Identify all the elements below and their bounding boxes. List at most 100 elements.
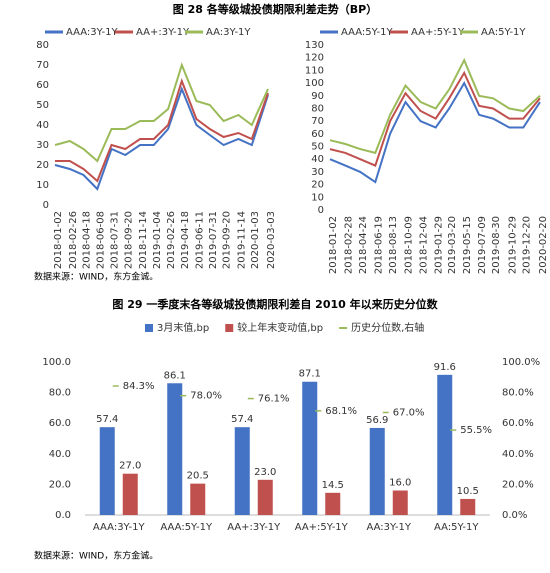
y2-tick-label: 80.0% (502, 388, 534, 399)
y-tick-label: 90 (311, 91, 324, 102)
bar (190, 483, 206, 515)
x-tick-label: 2019-11-14 (236, 211, 247, 269)
bar (99, 427, 115, 515)
y-tick-label: 70 (311, 116, 324, 127)
x-tick-label: AA:5Y-1Y (434, 522, 479, 533)
bar (369, 427, 385, 515)
x-tick-label: 2019-05-15 (462, 216, 473, 274)
series-line (329, 57, 541, 155)
x-tick-label: 2019-04-18 (180, 211, 191, 269)
y-tick-label: 0 (318, 205, 324, 216)
y-tick-label: 60 (36, 80, 49, 91)
data-label: 76.1% (258, 394, 290, 405)
data-label: 57.4 (231, 414, 253, 425)
data-label: 84.3% (123, 381, 155, 392)
bar (302, 381, 318, 515)
y-tick-label: 40 (36, 120, 49, 131)
x-tick-label: 2018-01-02 (53, 211, 64, 269)
legend-label: 历史分位数,右轴 (351, 321, 424, 334)
y-tick-label: 60 (311, 129, 324, 140)
data-label: 67.0% (393, 407, 425, 418)
legend-swatch (225, 324, 234, 332)
x-tick-label: 2018-06-08 (95, 211, 106, 269)
y-tick-label: 10 (36, 180, 49, 191)
data-label: 14.5 (322, 480, 344, 491)
legend-swatch (145, 324, 153, 332)
data-label: 16.0 (389, 478, 411, 489)
x-tick-label: 2018-12-04 (419, 216, 430, 274)
bar (437, 374, 453, 515)
legend-label: AA:5Y-1Y (481, 27, 526, 38)
data-label: 57.4 (96, 414, 118, 425)
source-note: 数据来源：WIND，东方金诚。 (34, 550, 158, 562)
data-label: 56.9 (366, 415, 388, 426)
data-label: 55.5% (460, 425, 492, 436)
series-line (329, 70, 541, 167)
y-tick-label: 30 (311, 167, 324, 178)
y-tick-label: 50 (36, 100, 49, 111)
x-tick-label: AA:3Y-1Y (366, 522, 411, 533)
y2-tick-label: 20.0% (502, 479, 534, 490)
x-tick-label: 2019-10-29 (507, 216, 518, 274)
y-tick-label: 100 (305, 78, 324, 89)
x-tick-label: 2019-02-26 (166, 211, 177, 269)
x-tick-label: 2019-07-31 (208, 211, 219, 269)
x-tick-label: 2018-02-26 (68, 211, 79, 269)
y2-tick-label: 0.0% (502, 510, 527, 521)
x-tick-label: 2018-06-19 (373, 216, 384, 274)
data-label: 20.5 (187, 471, 209, 482)
bar (460, 498, 476, 515)
legend-label: 3月末值,bp (157, 321, 209, 334)
legend-label: AAA:5Y-1Y (341, 27, 394, 38)
data-label: 23.0 (254, 467, 276, 478)
data-label: 87.1 (299, 369, 321, 380)
x-tick-label: 2018-10-09 (403, 216, 414, 274)
series-line (54, 86, 269, 191)
data-label: 78.0% (190, 391, 222, 402)
x-tick-label: 2018-11-14 (138, 211, 149, 269)
series-line (55, 77, 269, 183)
x-tick-label: 2019-08-30 (491, 216, 502, 274)
source-note: 数据来源：WIND，东方金诚。 (34, 271, 158, 283)
x-tick-label: AAA:3Y-1Y (93, 522, 146, 533)
x-tick-label: 2020-01-03 (250, 211, 261, 269)
legend-label: 较上年末变动值,bp (237, 321, 323, 334)
data-label: 86.1 (164, 370, 186, 381)
x-tick-label: 2020-03-03 (266, 211, 277, 269)
y-tick-label: 80.0 (49, 388, 71, 399)
series-line (54, 62, 269, 163)
y-tick-label: 20 (36, 160, 49, 171)
y-tick-label: 60.0 (49, 418, 71, 429)
y-tick-label: 0.0 (55, 510, 71, 521)
series-line (329, 80, 541, 184)
bar (167, 383, 183, 515)
x-tick-label: 2020-02-20 (538, 216, 549, 274)
y-tick-label: 100.0 (42, 357, 71, 368)
x-tick-label: 2018-04-18 (82, 211, 93, 269)
legend-label: AAA:3Y-1Y (66, 27, 119, 38)
x-tick-label: 2019-09-20 (222, 211, 233, 269)
y2-tick-label: 40.0% (502, 449, 534, 460)
figure-caption: 图 28 各等级城投债期限利差走势（BP） (173, 2, 377, 16)
x-tick-label: 2018-02-28 (343, 216, 354, 274)
data-label: 27.0 (119, 461, 141, 472)
y-tick-label: 70 (36, 60, 49, 71)
bar (325, 492, 341, 515)
figure-caption: 图 29 一季度末各等级城投债期限利差自 2010 年以来历史分位数 (112, 297, 438, 311)
x-tick-label: AA+:3Y-1Y (227, 522, 281, 533)
x-tick-label: 2018-08-13 (388, 216, 399, 274)
data-label: 91.6 (434, 362, 456, 373)
x-tick-label: 2019-06-11 (194, 211, 205, 269)
bar (257, 479, 273, 515)
y2-tick-label: 60.0% (502, 418, 534, 429)
y-tick-label: 20 (311, 180, 324, 191)
x-tick-label: 2018-07-31 (110, 211, 121, 269)
x-tick-label: 2019-01-29 (434, 216, 445, 274)
legend-label: AA:3Y-1Y (206, 27, 251, 38)
y-tick-label: 30 (36, 140, 49, 151)
x-tick-label: AAA:5Y-1Y (160, 522, 213, 533)
bar (234, 427, 250, 515)
bar (122, 473, 138, 515)
x-tick-label: 2019-12-20 (521, 216, 532, 274)
